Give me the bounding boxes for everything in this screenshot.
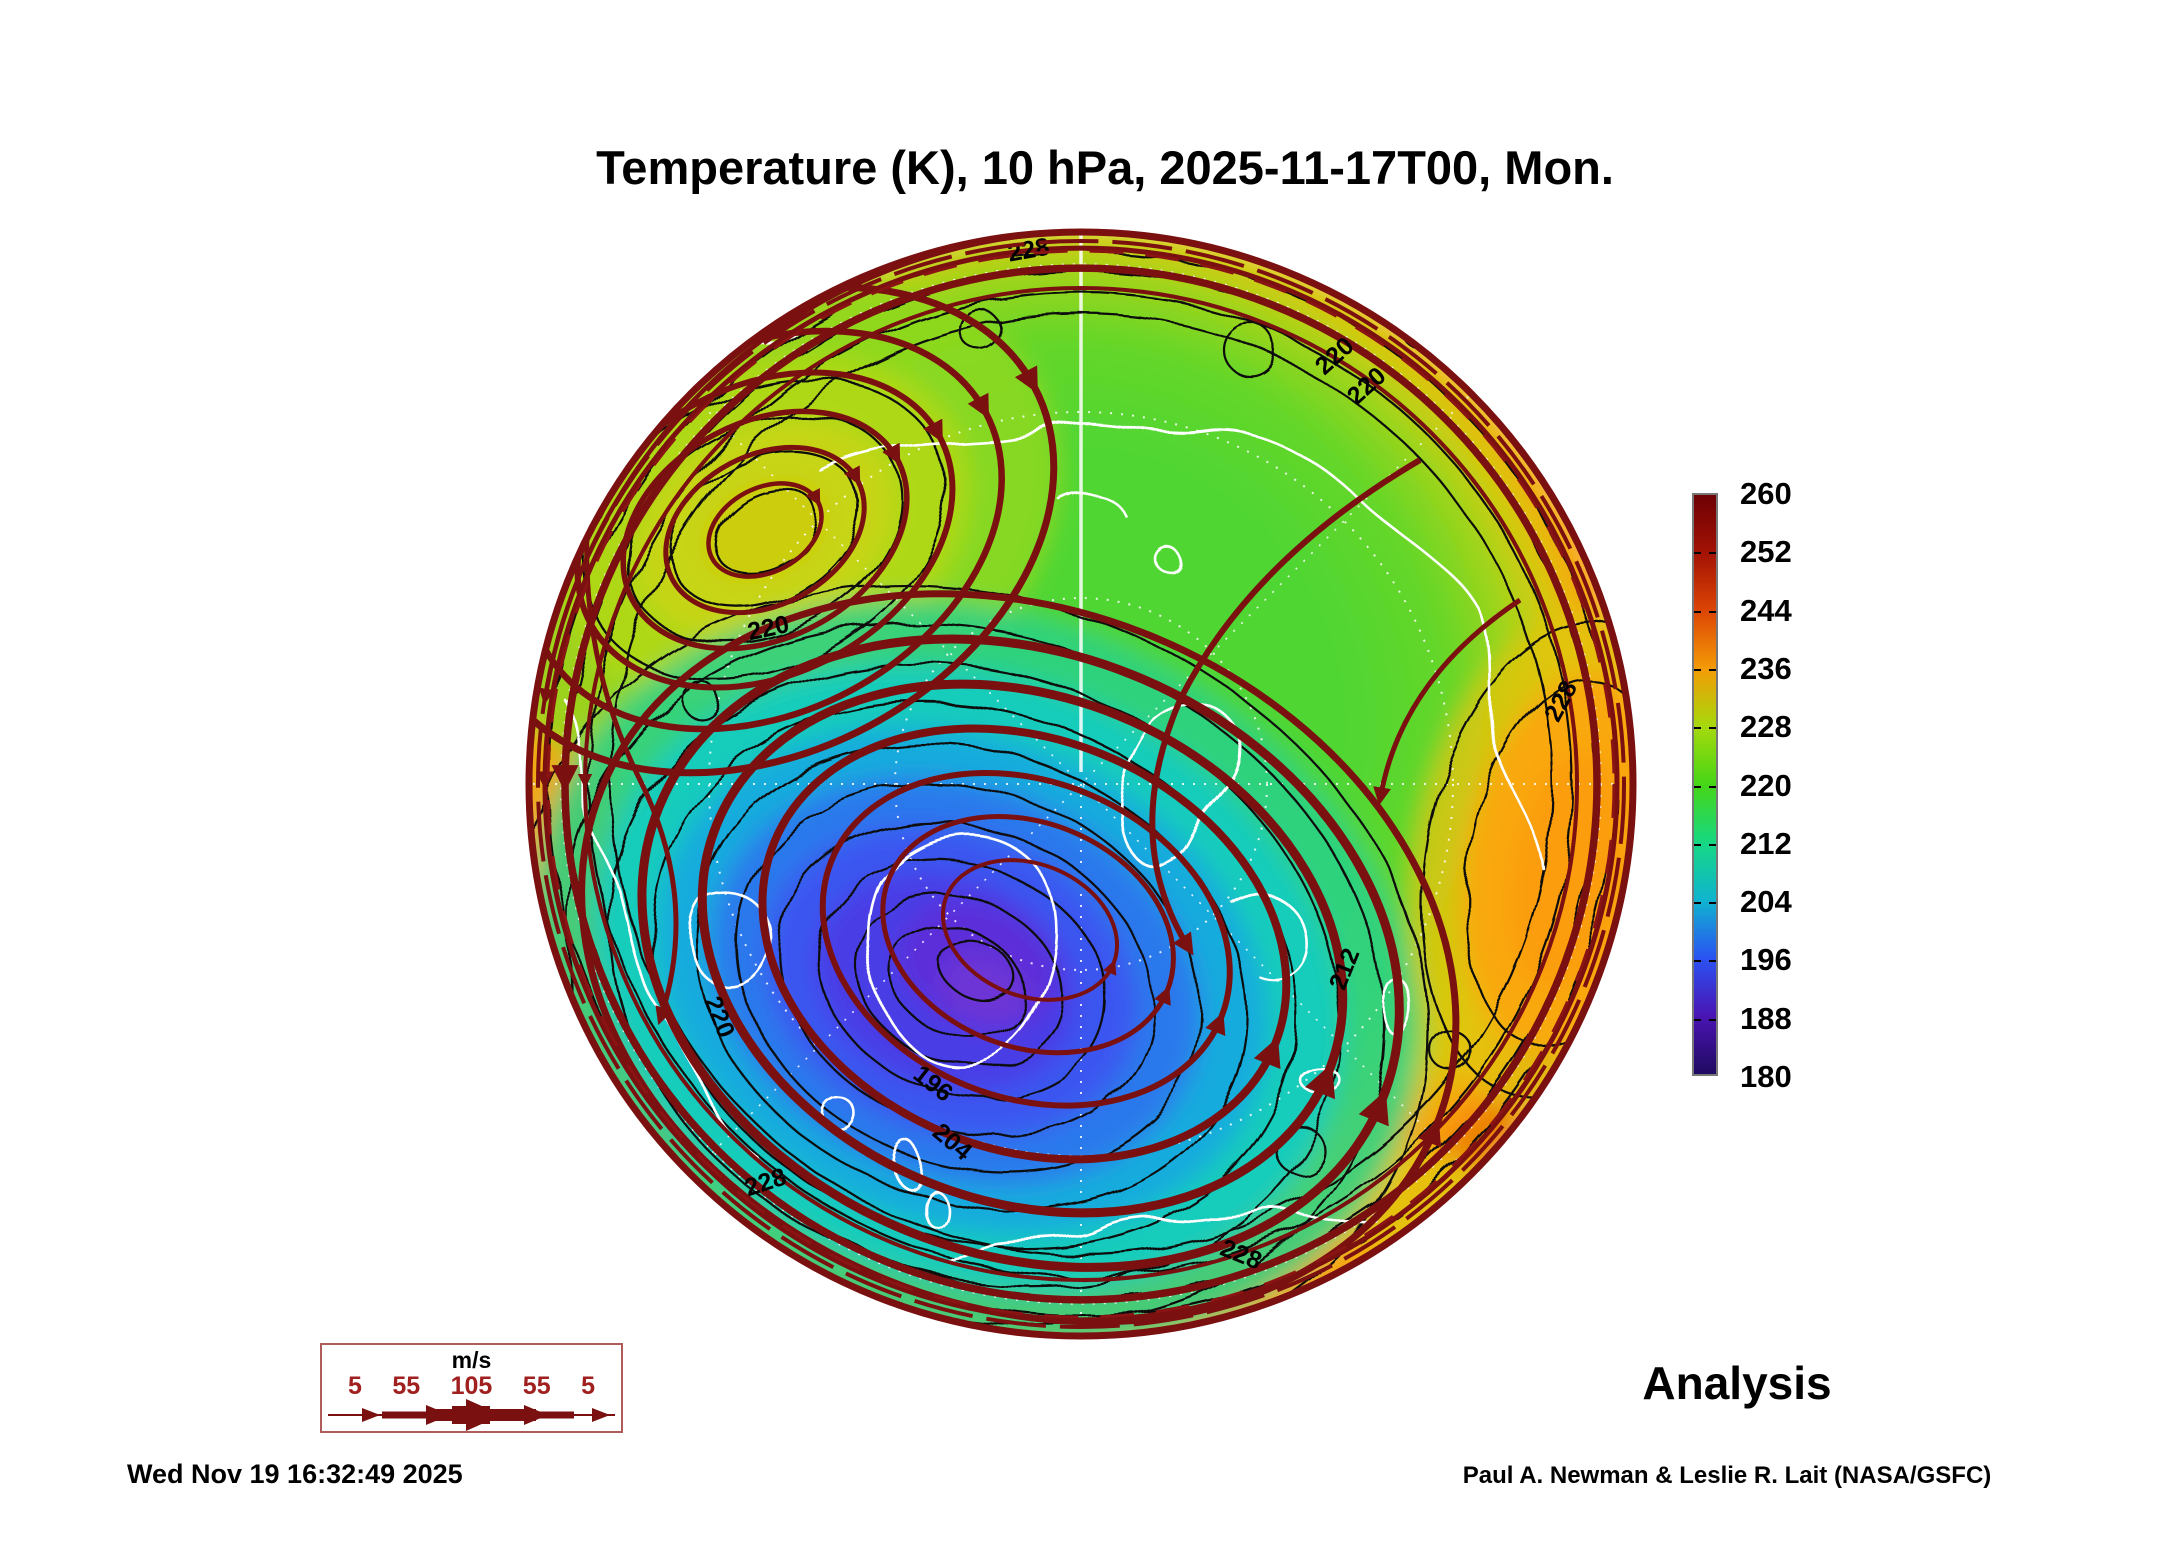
colorbar-tick-mark [1709, 902, 1716, 905]
colorbar-tick-mark [1709, 843, 1716, 846]
colorbar-tick-label: 252 [1740, 534, 1792, 570]
colorbar-tick-mark [1694, 668, 1701, 671]
colorbar-tick-label: 228 [1740, 709, 1792, 745]
colorbar-tick-label: 220 [1740, 767, 1792, 803]
wind-legend-values: 5 55 105 55 5 [322, 1372, 621, 1401]
colorbar-tick-mark [1694, 843, 1701, 846]
wind-speed-legend: m/s 5 55 105 55 5 [320, 1343, 623, 1433]
colorbar-tick-mark [1694, 960, 1701, 963]
colorbar-ticks: 260 252 244 236 228 220 212 204 196 188 180 [1740, 478, 1860, 1092]
wind-speed-value: 55 [522, 1372, 551, 1400]
colorbar-tick-mark [1709, 552, 1716, 555]
colorbar-tick-mark [1694, 610, 1701, 613]
wind-speed-value: 55 [392, 1372, 421, 1400]
colorbar-tick-mark [1709, 610, 1716, 613]
colorbar-tick-label: 204 [1740, 884, 1792, 920]
colorbar-tick-mark [1694, 785, 1701, 788]
colorbar-tick-label: 260 [1740, 476, 1792, 511]
wind-arrow-glyph [328, 1399, 615, 1431]
colorbar-tick-mark [1694, 727, 1701, 730]
colorbar-tick-label: 180 [1740, 1059, 1792, 1094]
analysis-label: Analysis [1642, 1357, 1832, 1409]
colorbar-tick-mark [1694, 552, 1701, 555]
page-title: Temperature (K), 10 hPa, 2025-11-17T00, … [596, 141, 1614, 194]
credit-line: Paul A. Newman & Leslie R. Lait (NASA/GS… [1462, 1462, 1992, 1489]
wind-speed-value: 5 [581, 1372, 595, 1400]
colorbar-tick-label: 188 [1740, 1000, 1792, 1036]
colorbar [1692, 493, 1718, 1076]
wind-speed-value: 5 [348, 1372, 362, 1400]
colorbar-tick-label: 244 [1740, 592, 1792, 628]
colorbar-tick-mark [1709, 960, 1716, 963]
colorbar-tick-mark [1694, 1018, 1701, 1021]
colorbar-tick-mark [1709, 727, 1716, 730]
colorbar-tick-label: 236 [1740, 650, 1792, 686]
colorbar-tick-label: 212 [1740, 825, 1792, 861]
colorbar-tick-mark [1694, 902, 1701, 905]
contour-label: 236 [509, 592, 547, 640]
wind-legend-unit: m/s [451, 1347, 492, 1373]
creation-timestamp: Wed Nov 19 16:32:49 2025 [127, 1459, 463, 1489]
colorbar-tick-mark [1709, 1018, 1716, 1021]
colorbar-tick-mark [1709, 785, 1716, 788]
wind-speed-value: 105 [450, 1372, 493, 1400]
colorbar-tick-mark [1709, 668, 1716, 671]
map-rim [525, 228, 1637, 1340]
colorbar-tick-label: 196 [1740, 942, 1792, 978]
colorbar-gradient [1694, 495, 1716, 1074]
